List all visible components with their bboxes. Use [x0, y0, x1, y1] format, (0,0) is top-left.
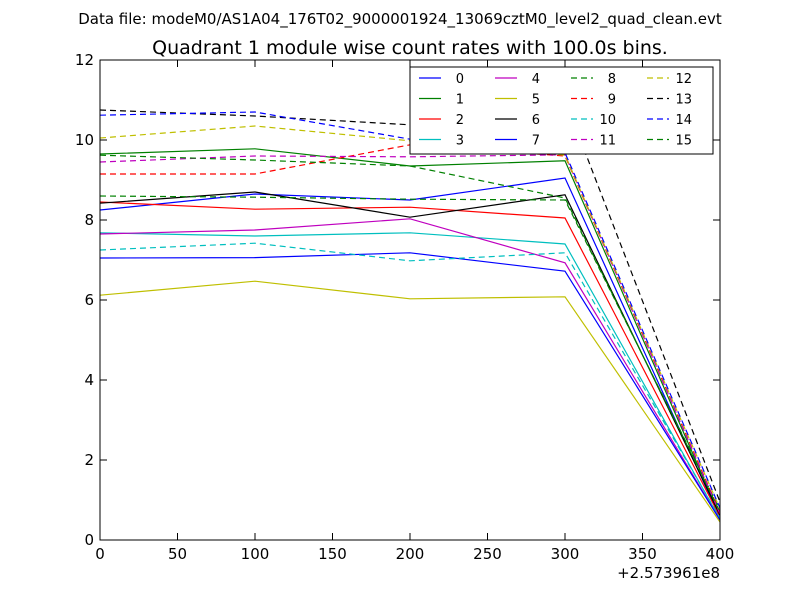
- legend-label-2: 2: [456, 113, 464, 128]
- legend-label-14: 14: [675, 113, 692, 128]
- y-tick-label: 0: [84, 531, 94, 549]
- legend-label-15: 15: [675, 134, 692, 149]
- x-tick-label: 50: [168, 545, 187, 563]
- series-line-0: [100, 177, 720, 519]
- y-tick-label: 4: [84, 371, 94, 389]
- series-layer: [100, 99, 720, 523]
- y-tick-label: 10: [75, 131, 94, 149]
- legend-label-13: 13: [675, 93, 692, 108]
- legend-label-3: 3: [456, 134, 464, 149]
- legend-label-0: 0: [456, 72, 464, 87]
- chart-title: Quadrant 1 module wise count rates with …: [152, 37, 668, 59]
- legend-label-4: 4: [532, 72, 540, 87]
- legend-label-7: 7: [532, 134, 540, 149]
- series-line-1: [100, 148, 720, 517]
- series-line-4: [100, 218, 720, 521]
- legend-label-8: 8: [608, 72, 616, 87]
- x-tick-label: 100: [241, 545, 270, 563]
- legend-label-1: 1: [456, 93, 464, 108]
- series-line-13: [100, 99, 720, 503]
- legend-label-5: 5: [532, 93, 540, 108]
- y-tick-label: 2: [84, 451, 94, 469]
- legend-label-10: 10: [599, 113, 616, 128]
- legend-label-9: 9: [608, 93, 616, 108]
- series-line-10: [100, 242, 720, 519]
- series-line-5: [100, 280, 720, 523]
- series-line-11: [100, 154, 720, 515]
- x-axis-offset-label: +2.573961e8: [617, 564, 720, 582]
- x-tick-label: 150: [318, 545, 347, 563]
- x-tick-label: 300: [551, 545, 580, 563]
- series-line-14: [100, 111, 720, 509]
- y-tick-label: 12: [75, 51, 94, 69]
- series-line-15: [100, 154, 720, 513]
- x-tick-label: 200: [396, 545, 425, 563]
- series-line-7: [100, 252, 720, 521]
- legend-label-12: 12: [675, 72, 692, 87]
- x-tick-label: 400: [706, 545, 735, 563]
- legend-label-11: 11: [599, 134, 616, 149]
- plot-frame: [99, 59, 721, 541]
- y-tick-label: 6: [84, 291, 94, 309]
- y-tick-label: 8: [84, 211, 94, 229]
- x-tick-label: 350: [628, 545, 657, 563]
- series-line-12: [100, 125, 720, 510]
- x-tick-label: 250: [473, 545, 502, 563]
- series-line-2: [100, 201, 720, 518]
- series-line-3: [100, 232, 720, 520]
- legend-label-6: 6: [532, 113, 540, 128]
- x-tick-label: 0: [95, 545, 105, 563]
- data-file-title: Data file: modeM0/AS1A04_176T02_90000019…: [78, 10, 722, 29]
